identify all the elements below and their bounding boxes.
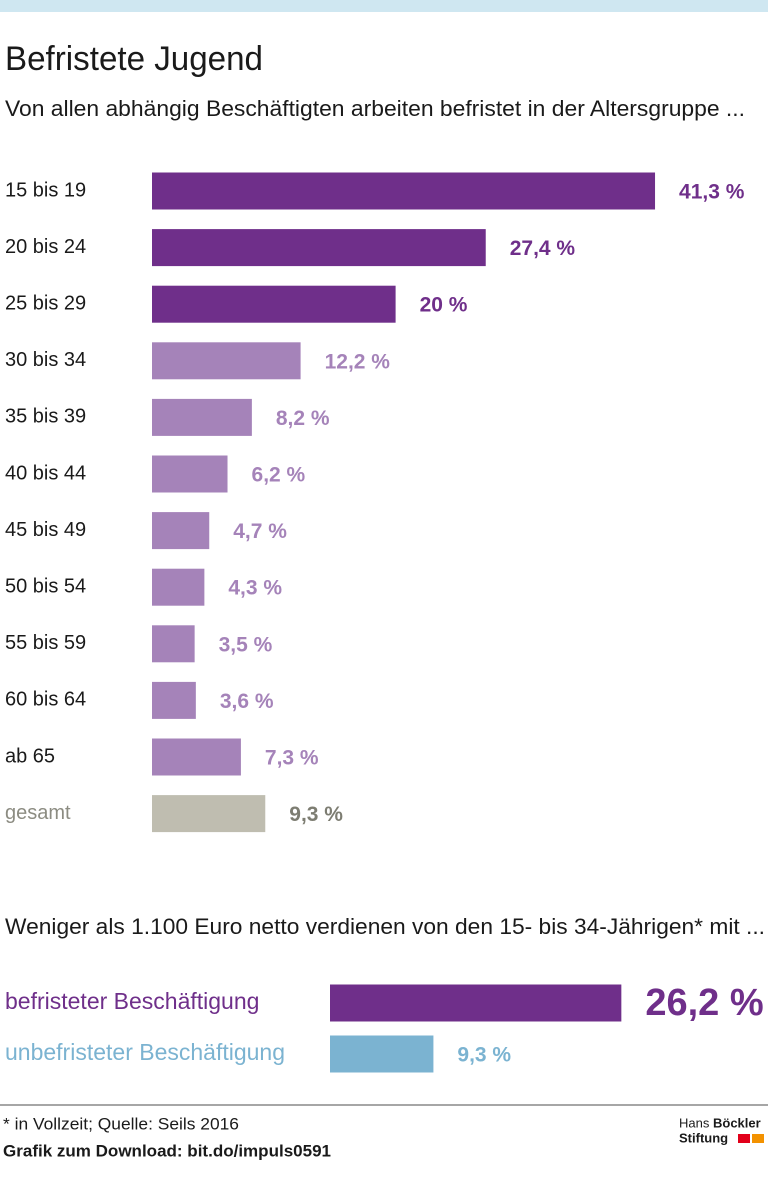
value-label: 3,6 % [220,690,274,713]
chart-title: Weniger als 1.100 Euro netto verdienen v… [5,914,765,939]
bar [152,285,396,323]
bar [330,1035,434,1073]
category-label: 55 bis 59 [5,632,86,654]
category-label: gesamt [5,802,71,824]
top-band [0,0,768,12]
value-label: 4,3 % [228,577,282,600]
category-label: 60 bis 64 [5,689,86,711]
logo-text: Stiftung [679,1130,728,1145]
bar [152,172,656,210]
category-label: 45 bis 49 [5,519,86,541]
category-label: befristeter Beschäftigung [5,988,259,1014]
logo-square [752,1134,764,1143]
value-label: 4,7 % [233,520,287,543]
value-label: 7,3 % [265,747,319,770]
category-label: 50 bis 54 [5,575,86,597]
footnote: * in Vollzeit; Quelle: Seils 2016 [3,1114,239,1133]
value-label: 9,3 % [289,803,343,826]
category-label: 25 bis 29 [5,292,86,314]
value-label: 8,2 % [276,407,330,430]
value-label: 3,5 % [219,633,273,656]
bar [330,984,622,1022]
bar [152,681,196,719]
bar [152,455,228,493]
category-label: unbefristeter Beschäftigung [5,1039,285,1065]
chart-title: Befristete Jugend [5,40,263,78]
value-label: 26,2 % [645,982,763,1024]
value-label: 27,4 % [510,237,576,260]
value-label: 20 % [420,294,468,317]
bar [152,342,301,380]
category-label: 15 bis 19 [5,179,86,201]
bar [152,512,210,550]
bar [152,795,266,833]
value-label: 12,2 % [325,350,391,373]
logo-square [738,1134,750,1143]
bar [152,738,241,776]
bar [152,568,205,606]
value-label: 9,3 % [457,1044,511,1067]
category-label: 35 bis 39 [5,406,86,428]
value-label: 6,2 % [252,464,306,487]
category-label: 20 bis 24 [5,236,86,258]
category-label: ab 65 [5,745,55,767]
value-label: 41,3 % [679,181,745,204]
logo-text: Böckler [713,1115,761,1130]
logo-text: Hans [679,1115,710,1130]
bar [152,625,195,663]
category-label: 40 bis 44 [5,462,86,484]
download-link: Grafik zum Download: bit.do/impuls0591 [3,1141,331,1160]
category-label: 30 bis 34 [5,349,86,371]
bar [152,229,486,267]
bar [152,398,252,436]
chart-subtitle: Von allen abhängig Beschäftigten arbeite… [5,96,745,121]
